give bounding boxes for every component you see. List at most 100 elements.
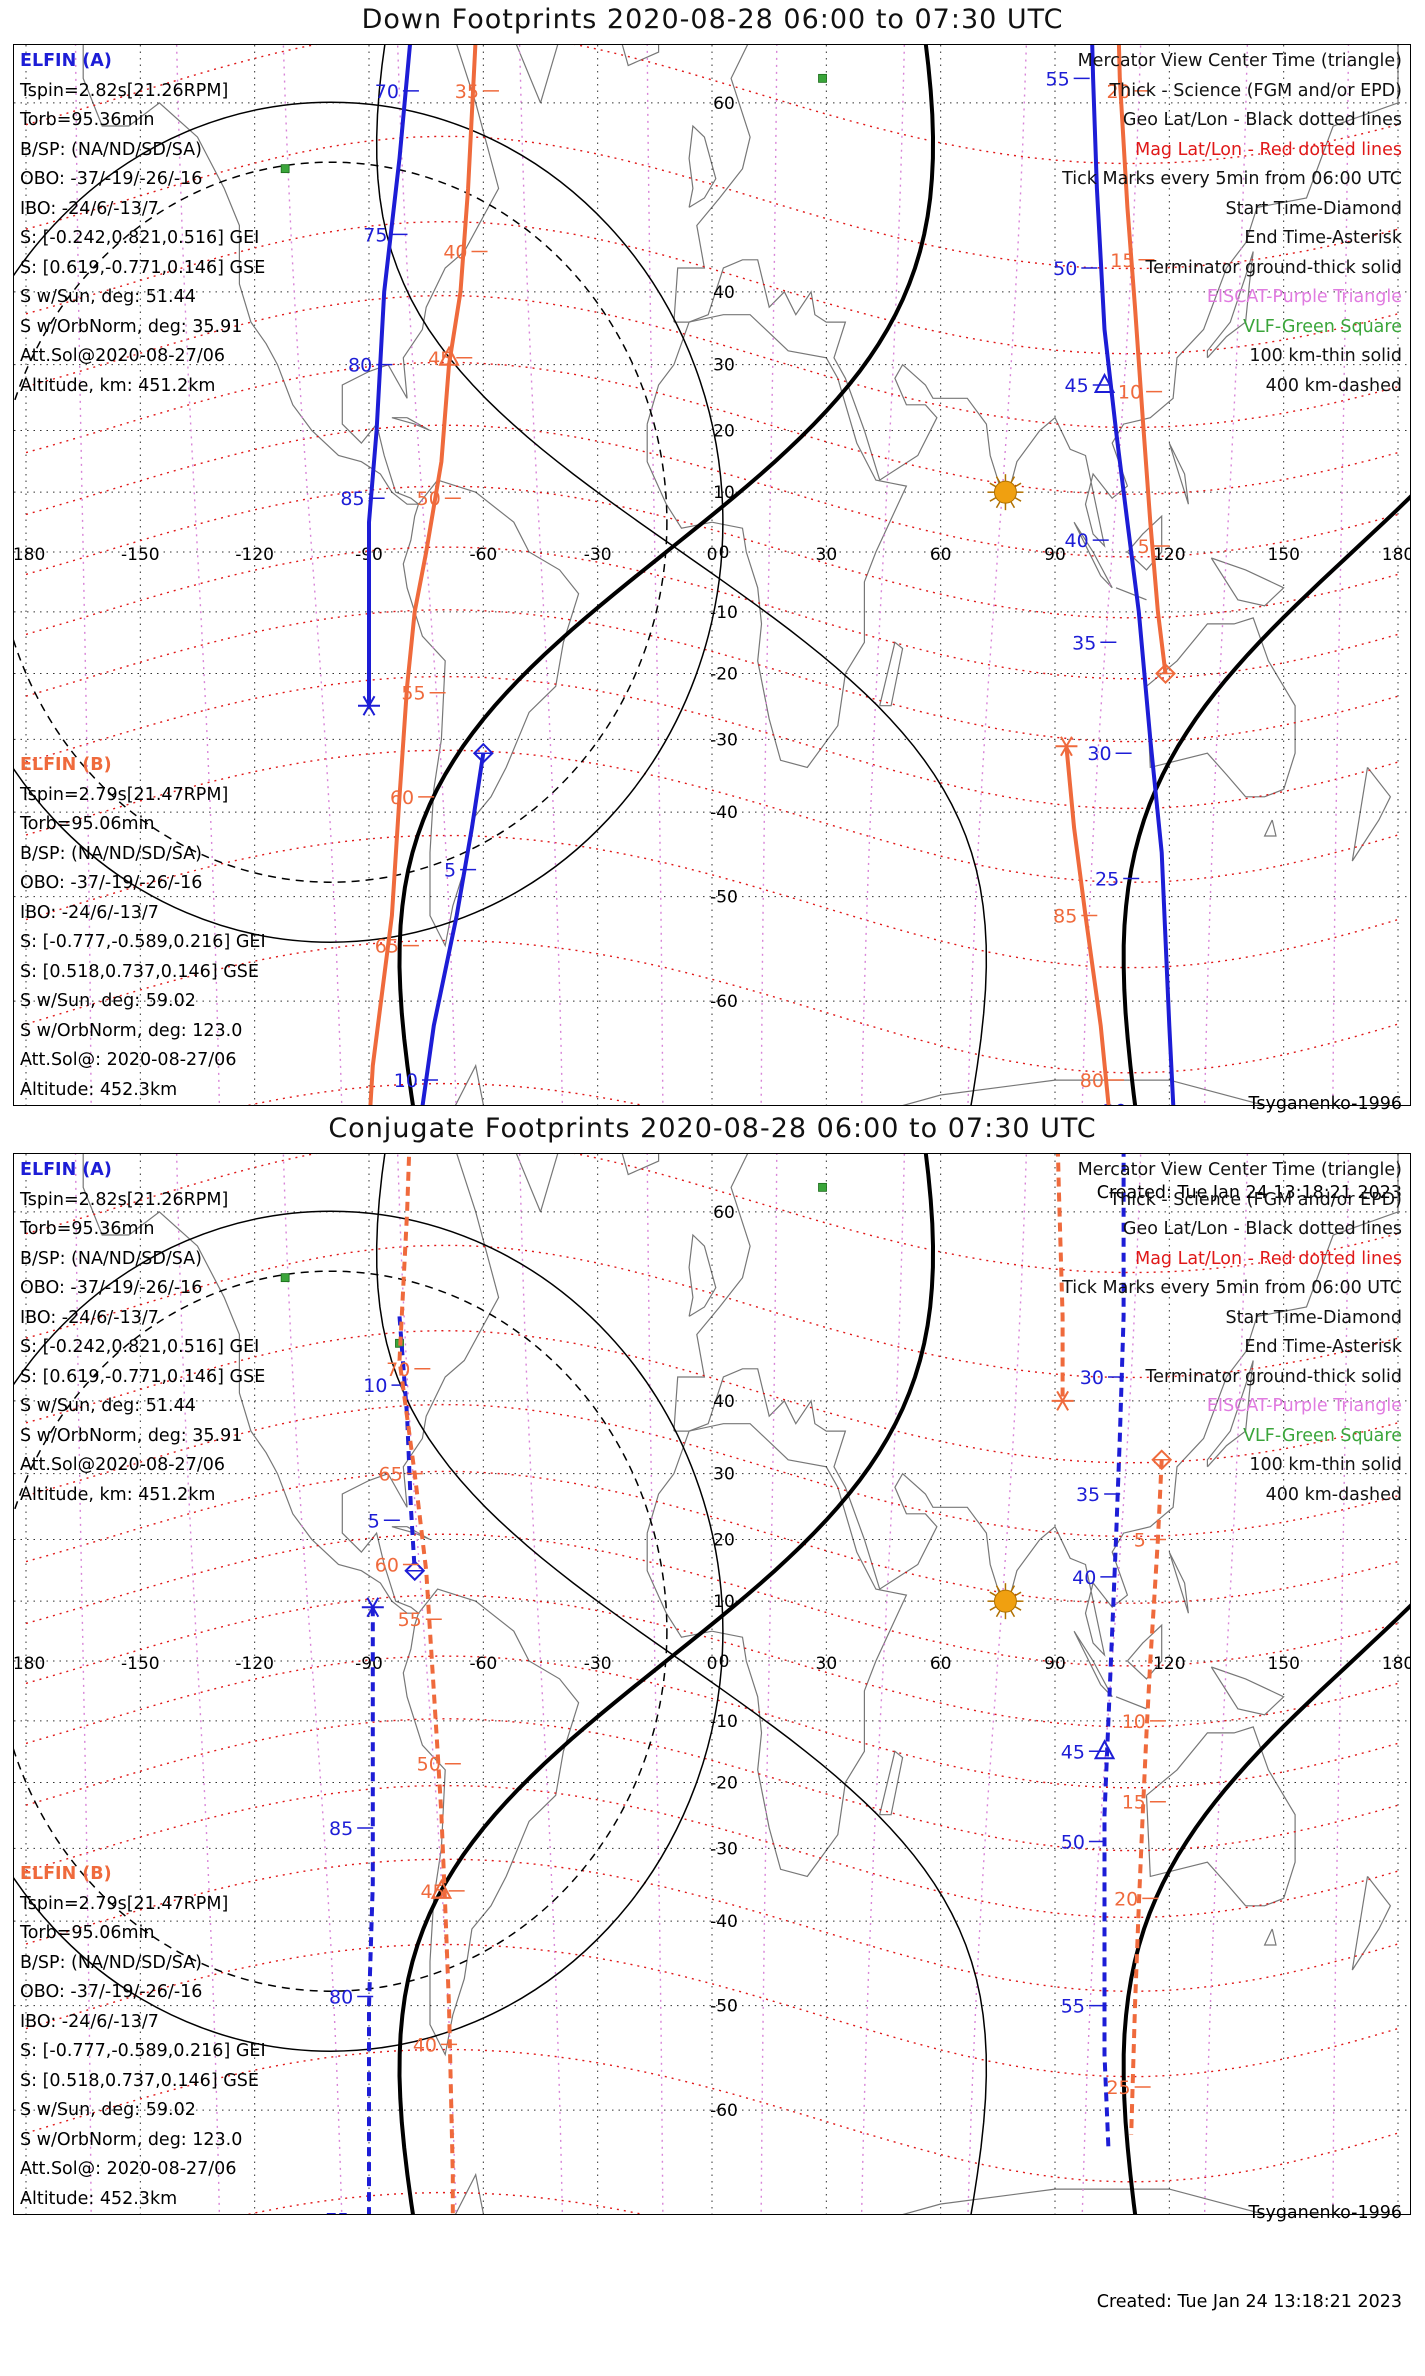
center-time-triangle <box>1093 1739 1116 1760</box>
coastline <box>646 314 908 769</box>
sun-ray <box>1014 1591 1022 1597</box>
coastline <box>621 1154 660 1176</box>
coastline <box>1210 557 1285 607</box>
track-segment <box>420 752 486 1105</box>
geo-grid <box>14 1154 1410 2214</box>
mag-latitude-line <box>25 45 1399 165</box>
coastline <box>1168 442 1189 505</box>
sun-ray <box>989 482 997 488</box>
sun-icon <box>987 1583 1024 1620</box>
track-tick-label: 45 <box>428 348 452 370</box>
track-tick-label: 55 <box>1061 1996 1085 2018</box>
sun-ray <box>1010 1610 1016 1618</box>
track-tick-label: 85 <box>340 488 364 510</box>
coastline <box>515 1154 559 1213</box>
info-line: S w/Sun, deg: 51.44 <box>20 287 196 307</box>
track-segment <box>1064 746 1111 1105</box>
map-layers: -180-150-120-90-60-300306090120150180706… <box>14 45 1410 1105</box>
lat-tick-label: 40 <box>713 283 735 303</box>
center-time-triangle <box>1093 372 1116 394</box>
track-tick-labels: 10585807525303540455055 <box>325 1367 1124 2214</box>
mag-longitude-line <box>646 45 664 1105</box>
track-tick-labels: 7065605550454085510152025 <box>375 1359 1166 2099</box>
mag-latitude-line <box>25 1594 1399 1728</box>
track-tick-label: 85 <box>1053 906 1077 928</box>
start-diamond <box>1155 663 1176 684</box>
info-line: S w/OrbNorm, deg: 123.0 <box>20 1020 243 1041</box>
elfin-b-track <box>368 45 1176 1105</box>
legend-entry: Terminator ground-thick solid <box>1145 257 1402 278</box>
info-line: Altitude: 452.3km <box>20 2188 178 2209</box>
mag-longitude-line <box>967 1154 1028 2214</box>
info-line: Altitude: 452.3km <box>20 1079 178 1100</box>
elfin-b-info: ELFIN (B) Tspin=2.79s[21.47RPM] Torb=95.06… <box>20 1860 266 2214</box>
legend-entry: Geo Lat/Lon - Black dotted lines <box>1122 1219 1402 1239</box>
legend-entry: End Time-Asterisk <box>1244 228 1402 248</box>
track-tick-label: 60 <box>390 787 414 809</box>
lat-tick-label: -20 <box>710 1774 738 1794</box>
satellite-header: ELFIN (B) <box>20 755 112 775</box>
lat-tick-label: 20 <box>713 421 735 441</box>
mag-latitude-line <box>25 675 1399 810</box>
mag-latitude-line <box>25 1655 1399 1789</box>
lat-tick-label: -20 <box>710 665 738 685</box>
lon-tick-label: -150 <box>121 545 160 565</box>
info-line: OBO: -37/-19/-26/-16 <box>20 1982 203 2002</box>
track-tick-label: 40 <box>1072 1567 1096 1589</box>
info-line: S: [0.619,-0.771,0.146] GSE <box>20 1366 266 1387</box>
lat-tick-label: -30 <box>710 1839 738 1859</box>
coastline <box>879 1750 904 1816</box>
start-diamond <box>404 1560 426 1582</box>
lat-tick-label: 60 <box>713 94 735 114</box>
lat-tick-label: -10 <box>710 603 738 623</box>
mag-latitude-line <box>25 1784 1399 1919</box>
axis-labels: -180-150-120-90-60-300306090120150180706… <box>14 94 1410 1012</box>
coastline <box>1145 1726 1296 1907</box>
lon-tick-label: 180 <box>1382 545 1410 565</box>
coastline <box>1115 587 1147 601</box>
lon-tick-label: 60 <box>930 1654 952 1674</box>
track-tick-label: 75 <box>325 2210 349 2214</box>
track-tick-label: 70 <box>386 1359 410 1381</box>
info-line: S w/Sun, deg: 59.02 <box>20 991 196 1011</box>
horizon-100km <box>14 101 724 943</box>
mag-latitude-line <box>25 609 1399 743</box>
mag-latitude-line <box>25 485 1399 619</box>
track-tick-label: 55 <box>401 683 425 705</box>
mag-longitude-line <box>518 1154 564 2214</box>
track-tick-label: 65 <box>375 936 399 958</box>
model-created: Tsyganenko-1996 Created: Tue Jan 24 13:1… <box>1097 1031 1402 1267</box>
coastlines <box>82 1154 1399 2214</box>
track-tick-label: 40 <box>443 241 467 263</box>
track-tick-label: 35 <box>1072 632 1096 654</box>
info-line: S: [-0.242,0.821,0.516] GEI <box>20 228 260 248</box>
elfin-a-info: ELFIN (A) Tspin=2.82s[21.26RPM] Torb=95.36… <box>20 47 265 401</box>
info-line: OBO: -37/-19/-26/-16 <box>20 1278 203 1298</box>
map-layers: -180-150-120-90-60-300306090120150180706… <box>14 1154 1410 2214</box>
info-line: Torb=95.06min <box>20 814 155 834</box>
lat-tick-label: -30 <box>710 730 738 750</box>
track-segment <box>1055 1154 1065 1401</box>
legend-entry: Start Time-Diamond <box>1225 1307 1402 1328</box>
coastline <box>391 417 431 432</box>
lon-tick-label: -150 <box>121 1654 160 1674</box>
legend-entry: 100 km-thin solid <box>1249 1455 1402 1475</box>
info-line: Altitude, km: 451.2km <box>20 1484 216 1505</box>
lat-tick-label: 60 <box>713 1203 735 1223</box>
legend-entry: Tick Marks every 5min from 06:00 UTC <box>1062 169 1402 189</box>
mag-latitude-line <box>25 424 1399 558</box>
sun-ray <box>1014 482 1022 488</box>
panel-title-conjugate: Conjugate Footprints 2020-08-28 06:00 to… <box>328 1113 1097 1144</box>
sun-ray <box>989 1591 997 1597</box>
mag-latitude-line <box>25 1858 1399 1993</box>
legend-entry: Thick - Science (FGM and/or EPD) <box>1109 80 1402 101</box>
track-tick-label: 10 <box>1118 382 1142 404</box>
info-line: Torb=95.06min <box>20 1923 155 1943</box>
track-tick-label: 10 <box>1122 1711 1146 1733</box>
elfin-b-info: ELFIN (B) Tspin=2.79s[21.47RPM] Torb=95.06… <box>20 751 266 1105</box>
track-tick-label: 45 <box>420 1881 444 1903</box>
lon-tick-label: 120 <box>1153 1654 1185 1674</box>
info-line: S: [0.518,0.737,0.146] GSE <box>20 961 259 982</box>
track-tick-label: 35 <box>1076 1484 1100 1506</box>
sun-ray <box>995 1585 1001 1593</box>
